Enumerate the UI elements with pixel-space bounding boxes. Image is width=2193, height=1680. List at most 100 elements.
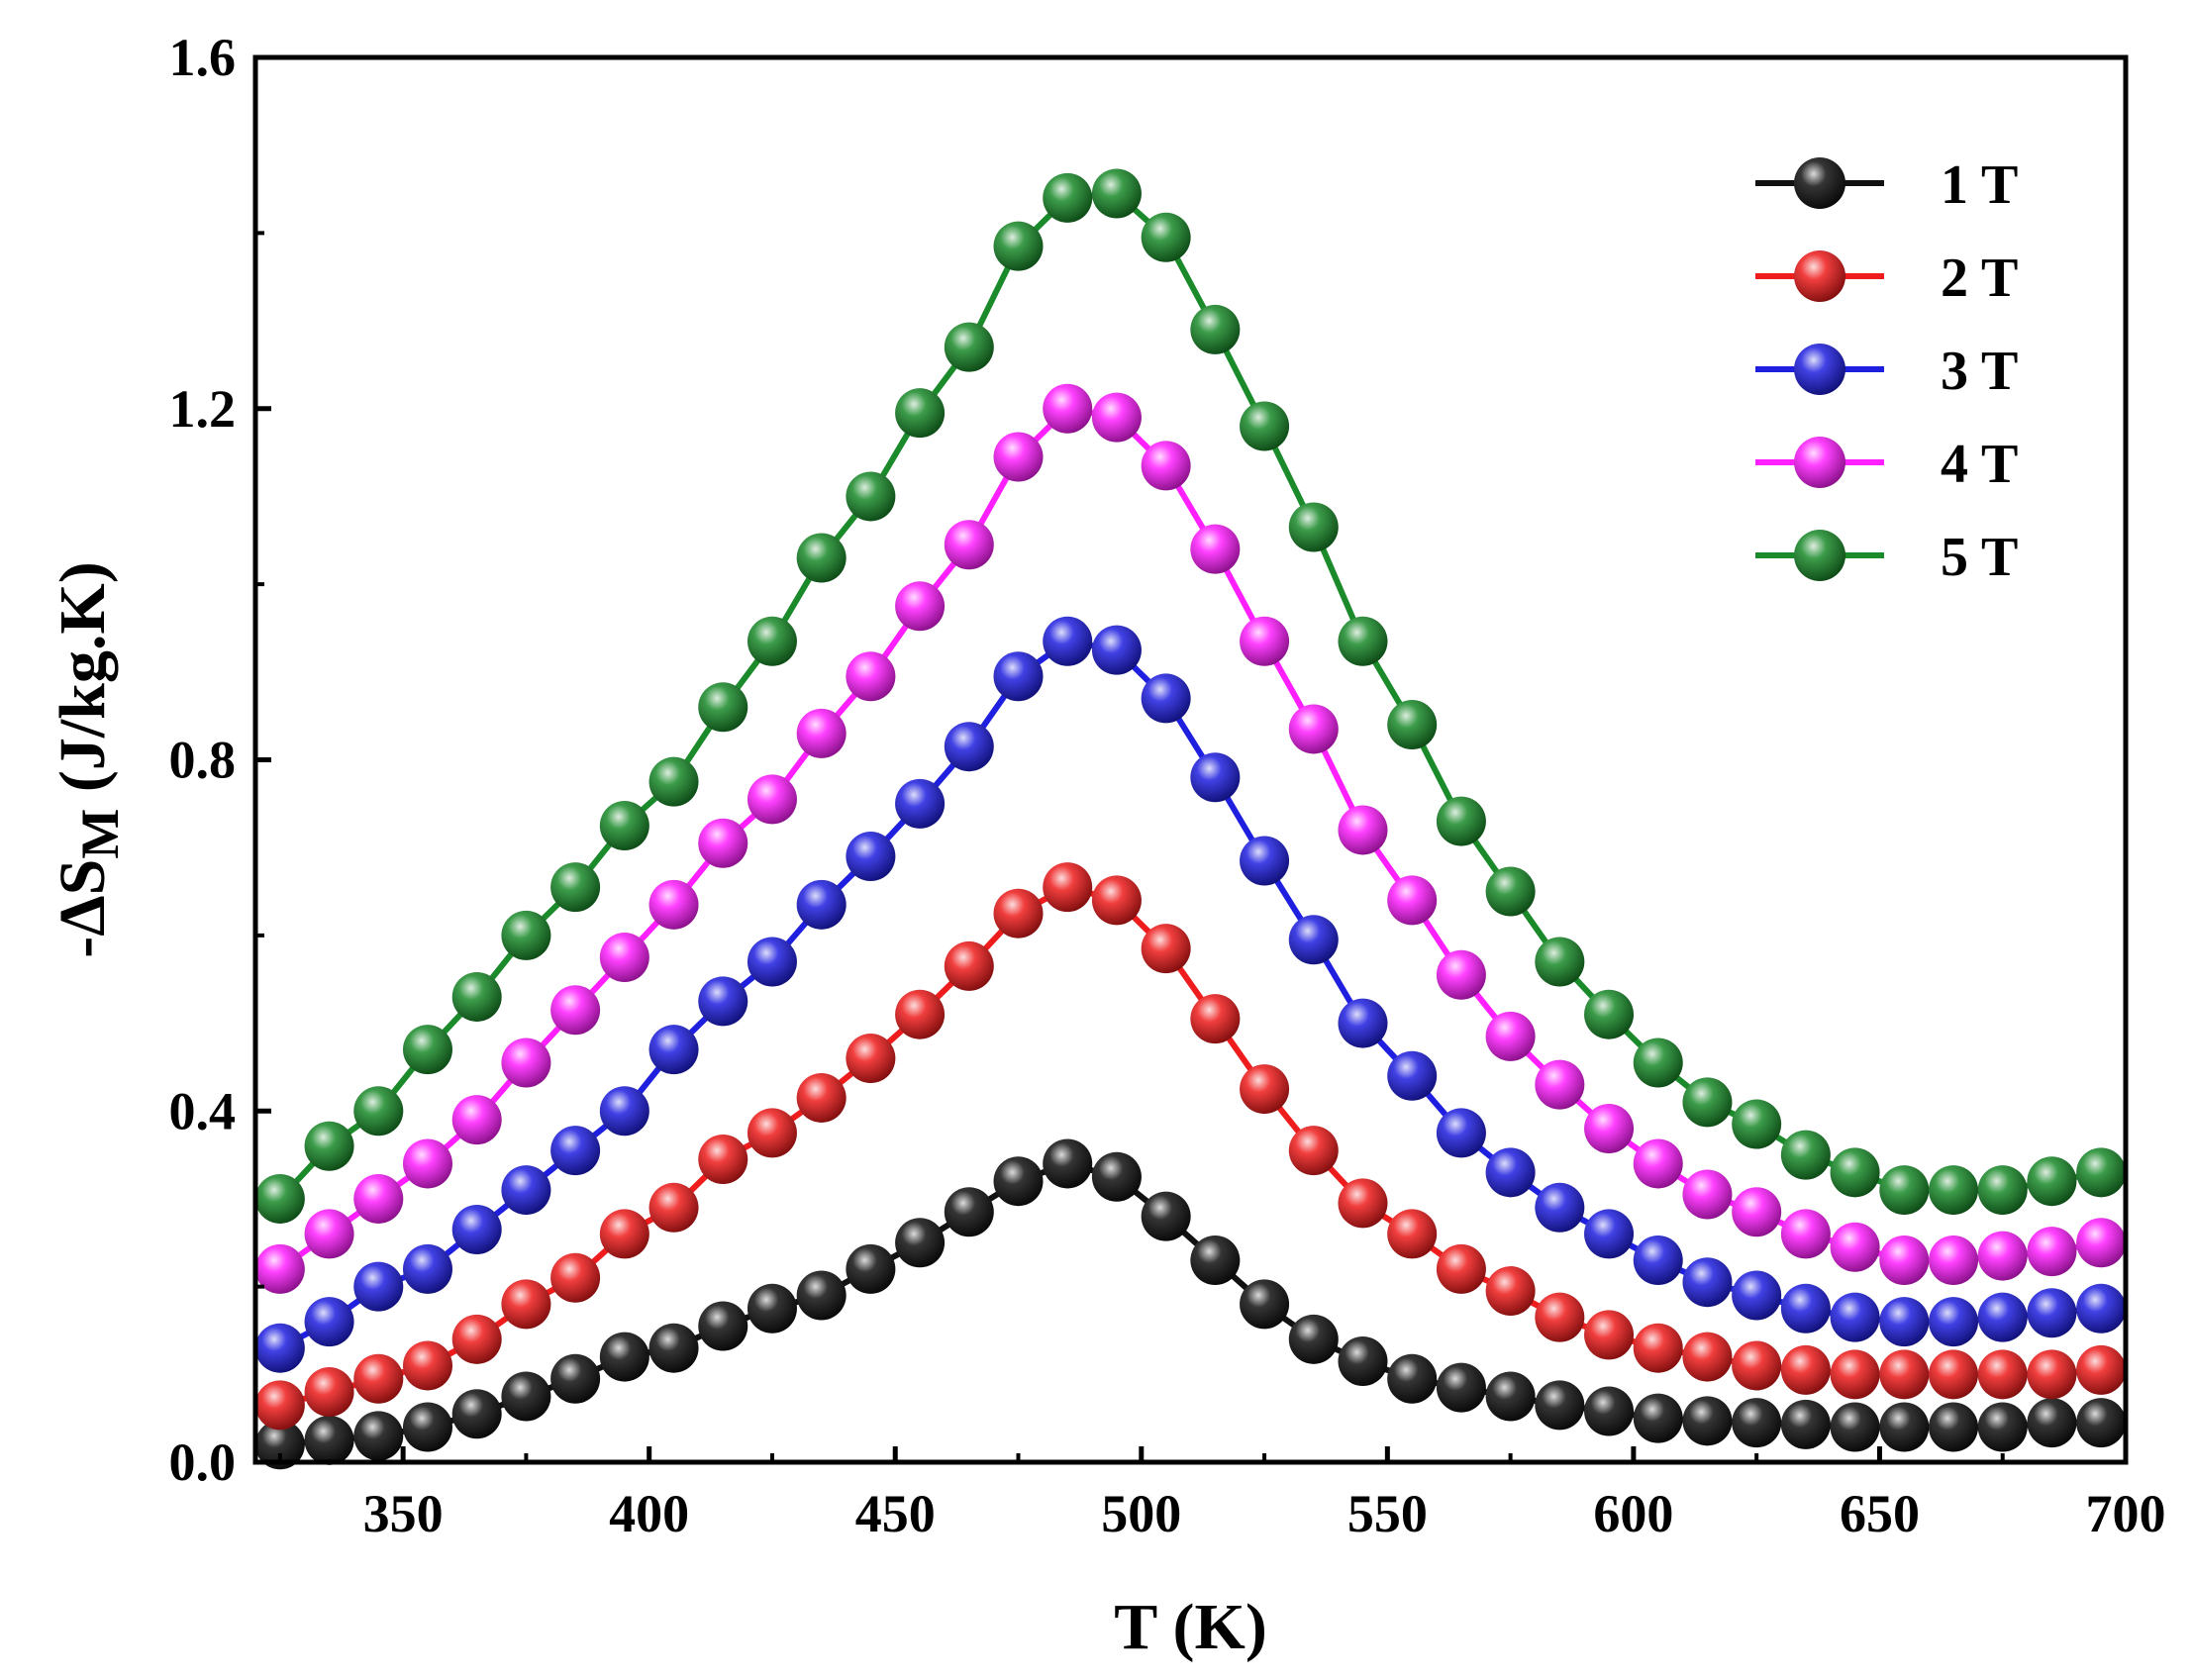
data-point bbox=[353, 1173, 404, 1224]
data-point bbox=[1141, 212, 1191, 262]
data-point bbox=[1387, 700, 1438, 750]
data-point bbox=[550, 1353, 601, 1404]
data-point bbox=[846, 651, 896, 702]
data-point bbox=[1436, 949, 1486, 1000]
data-point bbox=[550, 1252, 601, 1303]
data-point bbox=[2027, 1227, 2077, 1277]
data-point bbox=[451, 1095, 502, 1145]
data-point bbox=[1535, 1059, 1585, 1110]
data-point bbox=[846, 471, 896, 522]
data-point bbox=[1830, 1292, 1880, 1342]
data-point bbox=[1977, 1165, 2028, 1216]
data-point bbox=[1141, 673, 1191, 724]
data-point bbox=[993, 888, 1044, 939]
data-point bbox=[1732, 1099, 1782, 1149]
data-point bbox=[1535, 1380, 1585, 1431]
data-point bbox=[550, 985, 601, 1036]
data-point bbox=[254, 1173, 305, 1224]
data-point bbox=[451, 1389, 502, 1439]
data-point bbox=[747, 937, 797, 987]
data-point bbox=[796, 533, 847, 583]
axis-ticks bbox=[255, 54, 2129, 1465]
data-point bbox=[1240, 1064, 1290, 1115]
x-tick-label: 350 bbox=[363, 1484, 444, 1543]
data-point bbox=[1977, 1231, 2028, 1281]
data-point bbox=[1436, 796, 1486, 846]
data-point bbox=[846, 1243, 896, 1294]
data-point bbox=[1929, 1297, 1979, 1347]
data-point bbox=[648, 1025, 699, 1075]
y-axis-title: -ΔSM (J/kg.K) bbox=[47, 561, 130, 957]
data-point bbox=[1780, 1344, 1831, 1395]
data-point bbox=[1240, 616, 1290, 666]
data-point bbox=[1190, 752, 1241, 803]
data-point bbox=[1141, 1191, 1191, 1241]
data-point bbox=[1780, 1283, 1831, 1334]
data-point bbox=[944, 1187, 994, 1237]
data-point bbox=[550, 1126, 601, 1176]
data-point bbox=[1879, 1349, 1930, 1400]
data-point bbox=[1288, 915, 1339, 965]
data-point bbox=[1535, 937, 1585, 987]
series-2t bbox=[254, 862, 2127, 1431]
data-point bbox=[1879, 1235, 1930, 1286]
data-point bbox=[944, 940, 994, 991]
data-point bbox=[1732, 1340, 1782, 1391]
data-point bbox=[1780, 1130, 1831, 1180]
series-3t bbox=[254, 616, 2127, 1373]
legend-marker bbox=[1794, 250, 1845, 302]
data-point bbox=[2027, 1349, 2077, 1400]
data-point bbox=[599, 1209, 649, 1259]
legend-item: 4 T bbox=[1755, 434, 2018, 495]
x-tick-label: 550 bbox=[1347, 1484, 1428, 1543]
legend-label: 1 T bbox=[1941, 154, 2018, 216]
data-point bbox=[1190, 304, 1241, 354]
data-point bbox=[1043, 172, 1093, 223]
data-point bbox=[1682, 1169, 1733, 1220]
data-point bbox=[747, 616, 797, 666]
data-point bbox=[1436, 1243, 1486, 1294]
data-point bbox=[1830, 1147, 1880, 1198]
data-point bbox=[1929, 1165, 1979, 1216]
data-point bbox=[2027, 1288, 2077, 1338]
data-point bbox=[304, 1415, 354, 1465]
data-point bbox=[1141, 924, 1191, 974]
legend-item: 5 T bbox=[1755, 527, 2018, 588]
data-point bbox=[254, 1243, 305, 1294]
y-tick-label: 1.2 bbox=[169, 379, 237, 439]
data-point bbox=[1879, 1297, 1930, 1347]
data-point bbox=[1091, 168, 1142, 219]
data-point bbox=[698, 818, 748, 868]
data-point bbox=[895, 388, 946, 439]
data-point bbox=[648, 879, 699, 930]
data-point bbox=[451, 971, 502, 1022]
data-point bbox=[501, 1279, 551, 1330]
data-point bbox=[1682, 1257, 1733, 1308]
data-point bbox=[1338, 616, 1388, 666]
data-point bbox=[2076, 1218, 2127, 1268]
data-point bbox=[1879, 1402, 1930, 1452]
data-point bbox=[747, 774, 797, 825]
data-point bbox=[1387, 875, 1438, 926]
data-point bbox=[895, 989, 946, 1039]
data-point bbox=[1929, 1235, 1979, 1286]
data-point bbox=[993, 432, 1044, 482]
data-point bbox=[1535, 1182, 1585, 1233]
legend-marker bbox=[1794, 344, 1845, 395]
data-point bbox=[796, 879, 847, 930]
data-point bbox=[1043, 616, 1093, 666]
legend-marker bbox=[1794, 437, 1845, 488]
data-point bbox=[1929, 1402, 1979, 1452]
x-tick-label: 650 bbox=[1840, 1484, 1920, 1543]
data-point bbox=[1485, 1371, 1536, 1422]
data-point bbox=[747, 1108, 797, 1158]
data-point bbox=[451, 1204, 502, 1254]
data-point bbox=[304, 1121, 354, 1171]
data-point bbox=[1977, 1292, 2028, 1342]
x-axis-title: T (K) bbox=[1114, 1591, 1267, 1663]
data-point bbox=[993, 221, 1044, 271]
data-point bbox=[2027, 1398, 2077, 1448]
data-point bbox=[1977, 1402, 2028, 1452]
data-point bbox=[254, 1323, 305, 1373]
data-point bbox=[1584, 1310, 1635, 1360]
